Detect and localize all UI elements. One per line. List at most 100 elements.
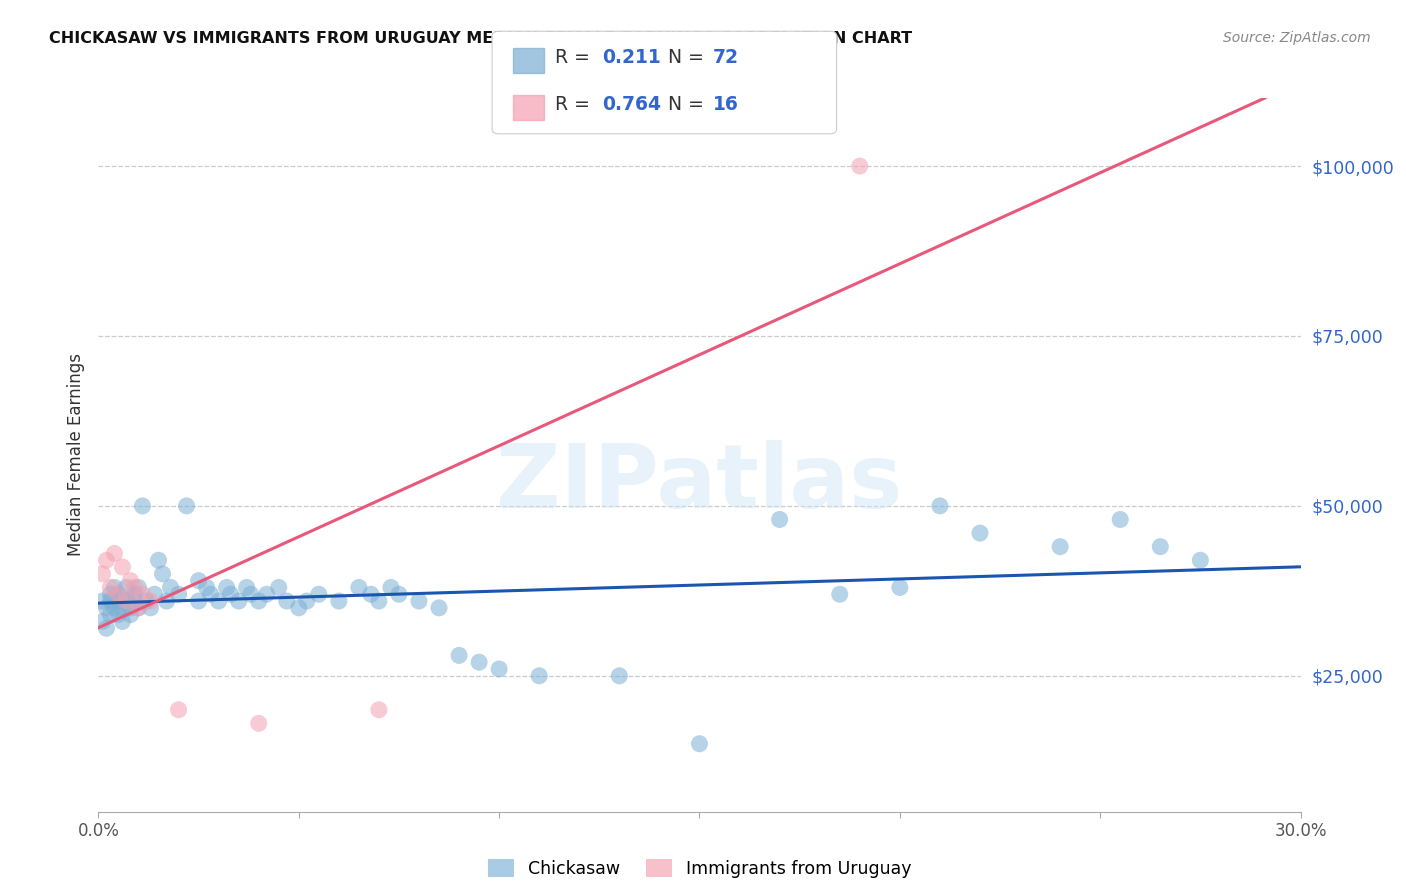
Point (120, 574, 142, 588)
Text: Source: ZipAtlas.com: Source: ZipAtlas.com (1223, 31, 1371, 45)
Point (256, 587, 278, 601)
Text: R =: R = (555, 95, 596, 114)
Point (529, 669, 551, 683)
Point (889, 581, 911, 595)
Point (96, 553, 118, 567)
Point (167, 587, 190, 601)
Point (115, 581, 138, 595)
Point (152, 566, 174, 581)
Point (115, 594, 138, 608)
Point (247, 594, 270, 608)
Point (388, 587, 411, 601)
Point (609, 669, 631, 683)
Point (124, 587, 146, 601)
Point (120, 607, 142, 622)
Text: 16: 16 (713, 95, 738, 114)
Point (195, 581, 218, 595)
Point (131, 587, 153, 601)
Point (408, 594, 430, 608)
Point (267, 581, 290, 595)
Point (103, 546, 125, 560)
Point (1109, 512, 1132, 526)
Point (187, 594, 209, 608)
Point (239, 587, 262, 601)
Point (135, 594, 157, 608)
Text: 0.211: 0.211 (602, 48, 661, 67)
Point (111, 615, 134, 629)
Point (368, 703, 391, 717)
Point (100, 581, 122, 595)
Text: 72: 72 (713, 48, 738, 67)
Point (100, 594, 122, 608)
Point (488, 662, 510, 676)
Point (143, 587, 166, 601)
Point (328, 594, 350, 608)
Point (228, 594, 250, 608)
Point (115, 594, 138, 608)
Point (100, 607, 122, 622)
Point (849, 159, 872, 173)
Point (1049, 540, 1071, 554)
Legend: Chickasaw, Immigrants from Uruguay: Chickasaw, Immigrants from Uruguay (481, 853, 918, 885)
Point (128, 600, 150, 615)
Point (468, 655, 491, 669)
Point (689, 737, 711, 751)
Point (96, 621, 118, 635)
Point (111, 560, 134, 574)
Text: ZIPatlas: ZIPatlas (496, 440, 903, 527)
Point (91, 566, 114, 581)
Point (187, 574, 209, 588)
Text: N =: N = (668, 95, 710, 114)
Point (176, 499, 198, 513)
Point (208, 594, 231, 608)
Point (247, 716, 270, 731)
Point (769, 512, 792, 526)
Point (380, 581, 402, 595)
Point (107, 607, 129, 622)
Point (107, 594, 129, 608)
Point (139, 594, 162, 608)
Point (167, 703, 190, 717)
Point (100, 587, 122, 601)
Point (368, 594, 391, 608)
Point (107, 587, 129, 601)
Point (159, 581, 181, 595)
Point (969, 526, 991, 541)
Point (131, 499, 153, 513)
Point (128, 600, 150, 615)
Point (1149, 540, 1171, 554)
Text: 0.764: 0.764 (602, 95, 661, 114)
Point (219, 587, 242, 601)
Point (124, 581, 146, 595)
Point (288, 600, 311, 615)
Text: R =: R = (555, 48, 596, 67)
Point (120, 600, 142, 615)
Point (148, 553, 170, 567)
Point (103, 581, 125, 595)
Point (215, 581, 238, 595)
Point (929, 499, 952, 513)
Point (427, 600, 450, 615)
Y-axis label: Median Female Earnings: Median Female Earnings (66, 353, 84, 557)
Point (828, 587, 851, 601)
Point (111, 600, 134, 615)
Point (235, 581, 257, 595)
Point (103, 600, 125, 615)
Point (107, 587, 129, 601)
Point (295, 594, 318, 608)
Point (91, 615, 114, 629)
Point (124, 594, 146, 608)
Point (96, 600, 118, 615)
Point (308, 587, 330, 601)
Point (447, 648, 470, 663)
Text: N =: N = (668, 48, 710, 67)
Point (128, 581, 150, 595)
Point (139, 600, 162, 615)
Point (200, 587, 222, 601)
Point (347, 581, 370, 595)
Text: CHICKASAW VS IMMIGRANTS FROM URUGUAY MEDIAN FEMALE EARNINGS CORRELATION CHART: CHICKASAW VS IMMIGRANTS FROM URUGUAY MED… (49, 31, 912, 46)
Point (360, 587, 382, 601)
Point (276, 594, 298, 608)
Point (155, 594, 177, 608)
Point (91, 594, 114, 608)
